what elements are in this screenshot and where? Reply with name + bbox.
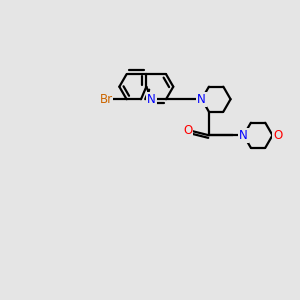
Text: O: O <box>183 124 192 137</box>
Text: N: N <box>239 129 248 142</box>
Text: Br: Br <box>99 93 112 106</box>
Text: O: O <box>273 129 282 142</box>
Text: N: N <box>147 93 156 106</box>
Text: N: N <box>197 93 206 106</box>
